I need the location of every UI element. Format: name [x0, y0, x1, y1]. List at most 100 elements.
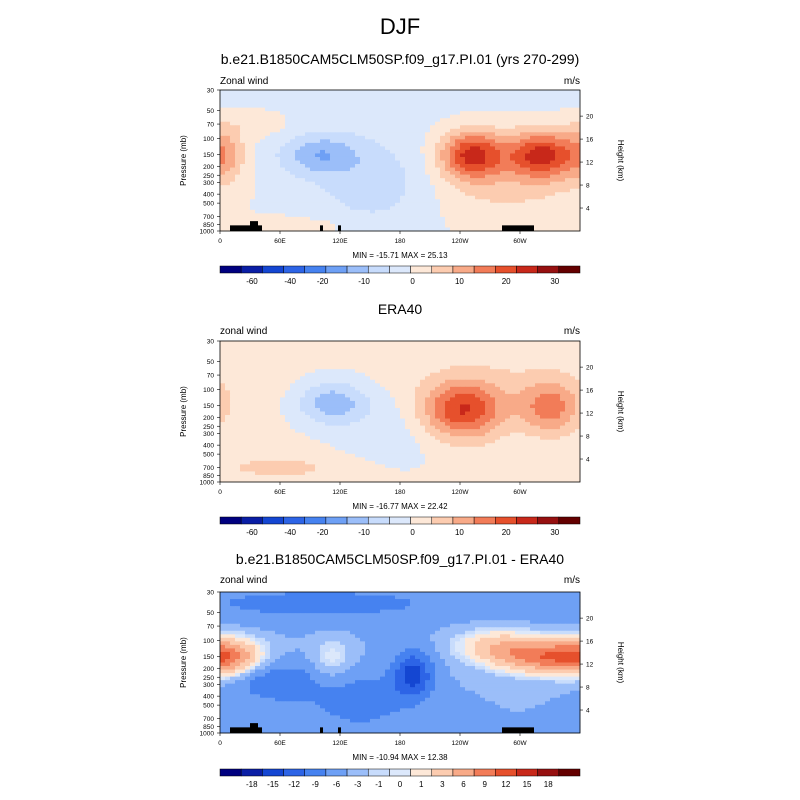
contour-cell [565, 341, 571, 345]
contour-cell [360, 429, 366, 434]
contour-cell [445, 185, 451, 190]
contour-cell [390, 206, 396, 211]
contour-cell [410, 407, 416, 412]
contour-cell [495, 146, 501, 151]
contour-cell [315, 386, 321, 391]
contour-cell [470, 404, 476, 409]
contour-cell [560, 422, 566, 426]
contour-cell [415, 379, 421, 384]
contour-cell [405, 199, 411, 204]
contour-cell [260, 432, 266, 437]
contour-cell [540, 139, 546, 144]
contour-cell [225, 411, 231, 416]
contour-cell [415, 195, 421, 200]
contour-cell [365, 425, 371, 430]
contour-cell [440, 181, 446, 186]
contour-cell [575, 125, 581, 130]
contour-cell [325, 188, 331, 193]
contour-cell [545, 156, 551, 161]
contour-cell [350, 146, 356, 151]
contour-cell [440, 178, 446, 183]
contour-cell [335, 341, 341, 345]
contour-cell [375, 135, 381, 140]
contour-cell [525, 128, 531, 133]
contour-cell [445, 418, 451, 423]
contour-cell [290, 344, 296, 349]
contour-cell [250, 397, 256, 402]
contour-cell [270, 132, 276, 137]
contour-cell [270, 97, 276, 101]
contour-cell [380, 149, 386, 154]
contour-cell [410, 132, 416, 137]
contour-cell [335, 216, 341, 221]
contour-cell [275, 425, 281, 430]
contour-cell [405, 209, 411, 214]
contour-cell [500, 415, 506, 419]
contour-cell [375, 174, 381, 179]
contour-cell [395, 100, 401, 105]
contour-cell [365, 216, 371, 221]
contour-cell [490, 171, 496, 175]
contour-cell [295, 393, 301, 398]
contour-cell [565, 185, 571, 190]
contour-cell [270, 432, 276, 437]
contour-cell [235, 390, 241, 395]
contour-cell [280, 97, 286, 101]
contour-cell [520, 372, 526, 377]
contour-cell [415, 135, 421, 140]
contour-cell [235, 432, 241, 437]
contour-cell [555, 362, 561, 367]
contour-cell [550, 156, 556, 161]
contour-cell [285, 390, 291, 395]
contour-cell [510, 142, 516, 147]
contour-cell [370, 383, 376, 388]
contour-cell [520, 362, 526, 367]
contour-cell [300, 142, 306, 147]
contour-cell [480, 376, 486, 381]
contour-cell [350, 365, 356, 370]
contour-cell [575, 100, 581, 105]
contour-cell [455, 425, 461, 430]
contour-cell [570, 415, 576, 419]
contour-cell [400, 125, 406, 130]
contour-cell [555, 386, 561, 391]
contour-cell [460, 90, 466, 94]
contour-cell [550, 104, 556, 109]
contour-cell [300, 132, 306, 137]
contour-cell [520, 128, 526, 133]
contour-cell [350, 139, 356, 144]
contour-cell [520, 118, 526, 123]
contour-cell [265, 107, 271, 112]
contour-cell [275, 171, 281, 175]
contour-cell [310, 93, 316, 98]
contour-cell [390, 156, 396, 161]
contour-cell [420, 132, 426, 137]
contour-cell [465, 362, 471, 367]
contour-cell [245, 425, 251, 430]
contour-cell [490, 142, 496, 147]
contour-cell [490, 146, 496, 151]
contour-cell [495, 100, 501, 105]
contour-cell [230, 171, 236, 175]
contour-cell [520, 142, 526, 147]
contour-cell [550, 125, 556, 130]
contour-cell [460, 386, 466, 391]
contour-cell [235, 174, 241, 179]
contour-cell [295, 429, 301, 434]
contour-cell [255, 167, 261, 172]
contour-cell [455, 390, 461, 395]
contour-cell [285, 386, 291, 391]
contour-cell [445, 223, 451, 228]
contour-cell [505, 164, 511, 168]
contour-cell [500, 97, 506, 101]
contour-cell [550, 369, 556, 374]
contour-cell [265, 404, 271, 409]
contour-cell [250, 425, 256, 430]
contour-cell [290, 104, 296, 109]
contour-cell [505, 178, 511, 183]
contour-cell [355, 390, 361, 395]
contour-cell [295, 383, 301, 388]
contour-cell [225, 167, 231, 172]
contour-cell [360, 107, 366, 112]
contour-cell [565, 415, 571, 419]
